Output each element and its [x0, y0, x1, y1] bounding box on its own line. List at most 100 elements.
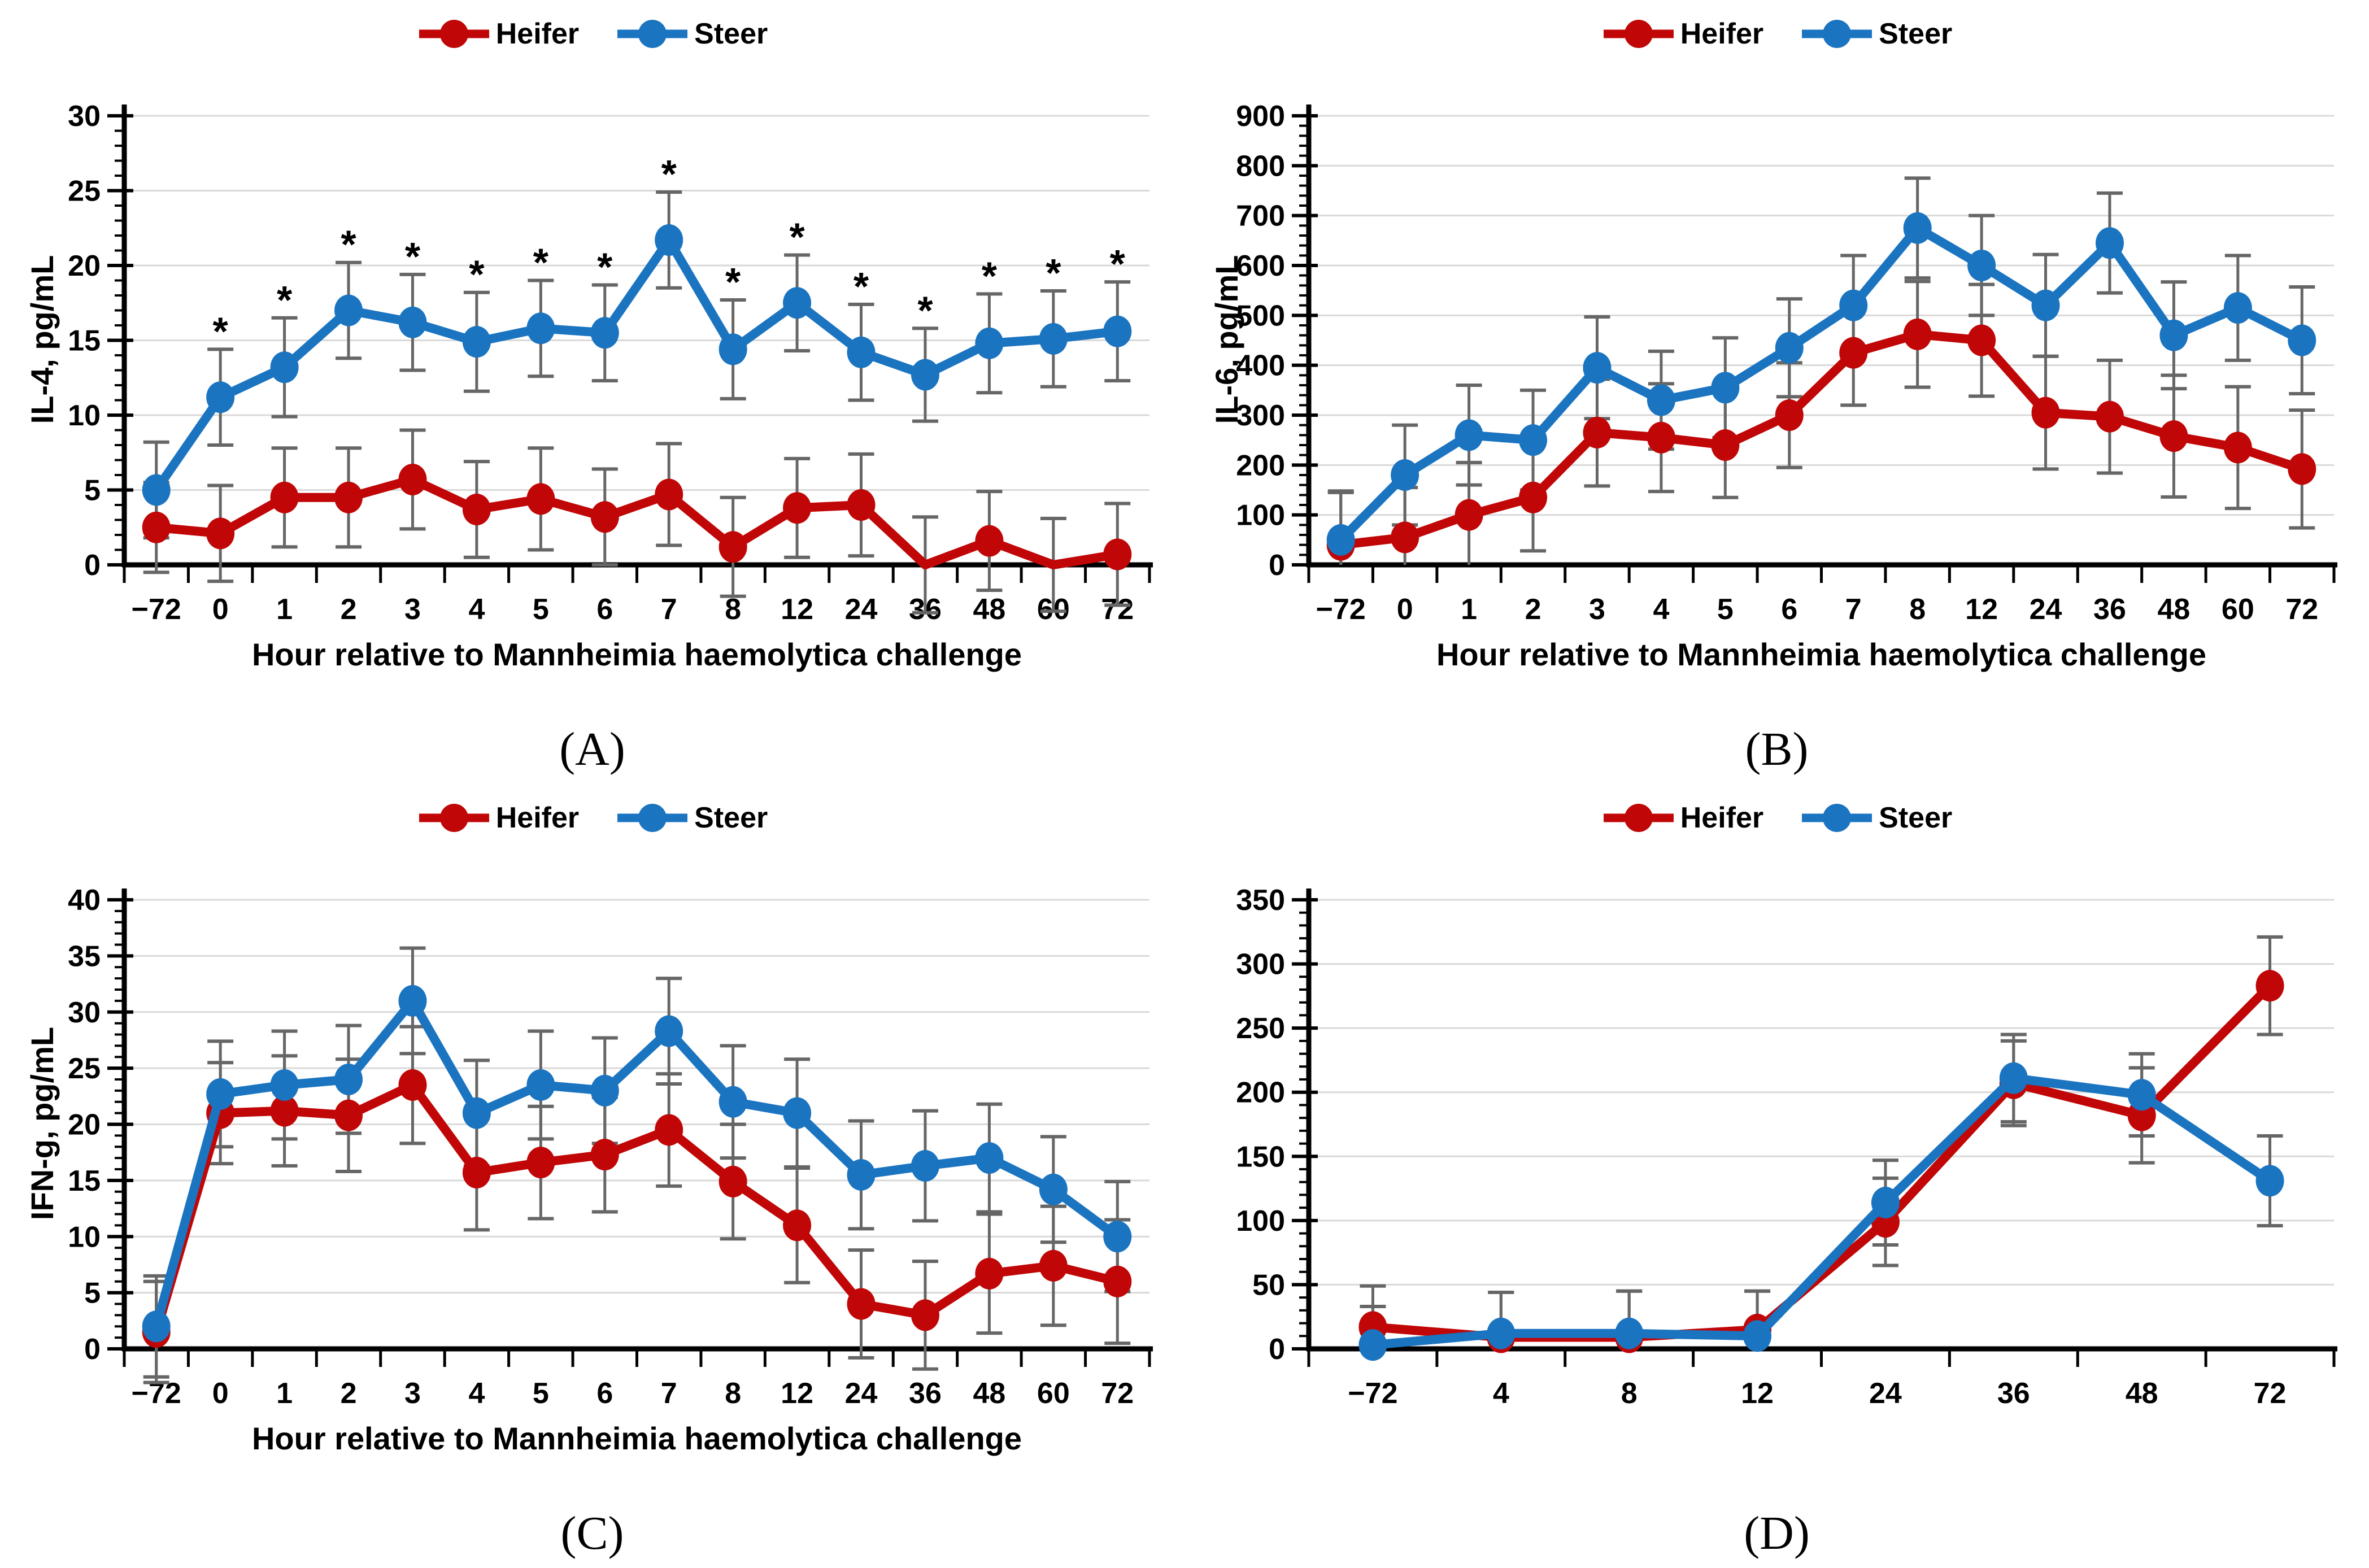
svg-text:300: 300: [1236, 948, 1285, 981]
svg-text:24: 24: [845, 593, 878, 626]
svg-text:4: 4: [468, 1377, 485, 1410]
heifer-series-icon: [1603, 20, 1674, 48]
svg-text:*: *: [853, 264, 869, 308]
svg-text:*: *: [1110, 242, 1126, 286]
panel-c: Heifer Steer IFN-g, pg/mL 0 5 10 15 20 25 30 35…: [0, 784, 1184, 1568]
y-axis-title-a: IL-4, pg/mL: [24, 255, 60, 424]
svg-text:0: 0: [1397, 593, 1413, 626]
legend-item-heifer: Heifer: [417, 17, 579, 51]
legend-d: Heifer Steer: [1184, 801, 2369, 835]
svg-text:12: 12: [781, 593, 813, 626]
svg-text:150: 150: [1236, 1140, 1285, 1173]
svg-text:5: 5: [84, 1277, 101, 1310]
svg-text:5: 5: [533, 593, 549, 626]
legend-item-heifer: Heifer: [1601, 17, 1763, 51]
svg-text:8: 8: [1621, 1377, 1638, 1410]
svg-text:7: 7: [661, 1377, 677, 1410]
svg-text:0: 0: [1269, 1333, 1285, 1366]
svg-text:3: 3: [404, 1377, 421, 1410]
legend-label-steer: Steer: [694, 18, 768, 50]
svg-text:3: 3: [404, 593, 421, 626]
svg-text:*: *: [789, 215, 805, 259]
svg-text:20: 20: [68, 250, 101, 282]
svg-text:48: 48: [973, 593, 1005, 626]
svg-text:15: 15: [68, 325, 101, 358]
svg-text:24: 24: [2030, 593, 2062, 626]
legend-item-steer: Steer: [1800, 17, 1952, 51]
steer-series-icon: [617, 804, 688, 832]
panel-caption-a: (A): [559, 723, 625, 776]
svg-text:30: 30: [68, 100, 101, 133]
svg-text:4: 4: [1653, 593, 1669, 626]
svg-text:10: 10: [68, 399, 101, 432]
y-axis-title-c: IFN-g, pg/mL: [24, 1026, 60, 1221]
x-axis-title-b: Hour relative to Mannheimia haemolytica …: [1436, 637, 2207, 672]
svg-text:−72: −72: [132, 593, 181, 626]
y-axis-title-b: IL-6, pg/mL: [1209, 255, 1244, 424]
svg-text:30: 30: [68, 996, 101, 1029]
legend-item-steer: Steer: [615, 17, 768, 51]
svg-text:25: 25: [68, 1052, 101, 1085]
svg-text:6: 6: [596, 1377, 613, 1410]
svg-text:5: 5: [1717, 593, 1734, 626]
steer-series-icon: [617, 20, 688, 48]
legend-label-heifer: Heifer: [1680, 802, 1764, 834]
svg-text:300: 300: [1236, 399, 1285, 432]
svg-text:4: 4: [1493, 1377, 1509, 1410]
svg-text:36: 36: [2093, 593, 2126, 626]
svg-text:6: 6: [1781, 593, 1797, 626]
panel-b: Heifer Steer IL-6, pg/mL 0 100 200 300 400 50…: [1184, 0, 2369, 784]
svg-text:*: *: [277, 278, 293, 322]
legend-label-heifer: Heifer: [495, 802, 580, 834]
legend-label-heifer: Heifer: [495, 18, 580, 50]
svg-text:48: 48: [2126, 1377, 2158, 1410]
svg-text:5: 5: [84, 474, 101, 507]
svg-text:12: 12: [1965, 593, 1998, 626]
svg-text:8: 8: [725, 593, 741, 626]
svg-text:1: 1: [1461, 593, 1477, 626]
svg-text:3: 3: [1589, 593, 1605, 626]
svg-text:100: 100: [1236, 1205, 1285, 1238]
legend-item-heifer: Heifer: [417, 801, 579, 835]
legend-b: Heifer Steer: [1184, 17, 2369, 51]
svg-text:12: 12: [781, 1377, 813, 1410]
legend-label-steer: Steer: [694, 802, 768, 834]
panel-caption-c: (C): [560, 1507, 624, 1560]
panel-caption-d: (D): [1744, 1507, 1810, 1560]
svg-text:*: *: [725, 260, 741, 304]
svg-text:*: *: [469, 252, 485, 297]
svg-text:7: 7: [661, 593, 677, 626]
steer-series-icon: [1802, 20, 1872, 48]
x-axis-title-a: Hour relative to Mannheimia haemolytica …: [251, 637, 1022, 672]
svg-text:*: *: [982, 254, 998, 298]
svg-text:8: 8: [1909, 593, 1926, 626]
y-axis-title-d: [1208, 895, 1248, 1352]
svg-text:7: 7: [1845, 593, 1862, 626]
heifer-series-icon: [419, 20, 489, 48]
legend-item-heifer: Heifer: [1601, 801, 1763, 835]
svg-text:72: 72: [1101, 1377, 1134, 1410]
heifer-series-icon: [1603, 804, 1674, 832]
svg-text:10: 10: [68, 1221, 101, 1253]
svg-text:100: 100: [1236, 499, 1285, 532]
svg-text:25: 25: [68, 175, 101, 208]
panel-caption-b: (B): [1745, 723, 1809, 776]
svg-text:2: 2: [341, 1377, 357, 1410]
svg-text:600: 600: [1236, 250, 1285, 282]
svg-text:*: *: [661, 152, 677, 196]
svg-text:900: 900: [1236, 100, 1285, 133]
svg-text:5: 5: [533, 1377, 549, 1410]
svg-text:60: 60: [1037, 1377, 1070, 1410]
svg-text:2: 2: [341, 593, 357, 626]
svg-text:15: 15: [68, 1165, 101, 1197]
svg-text:*: *: [341, 223, 356, 267]
svg-text:800: 800: [1236, 150, 1285, 182]
legend-item-steer: Steer: [615, 801, 768, 835]
svg-text:0: 0: [212, 1377, 229, 1410]
svg-text:48: 48: [2157, 593, 2190, 626]
svg-text:200: 200: [1236, 1077, 1285, 1109]
svg-text:72: 72: [2254, 1377, 2287, 1410]
